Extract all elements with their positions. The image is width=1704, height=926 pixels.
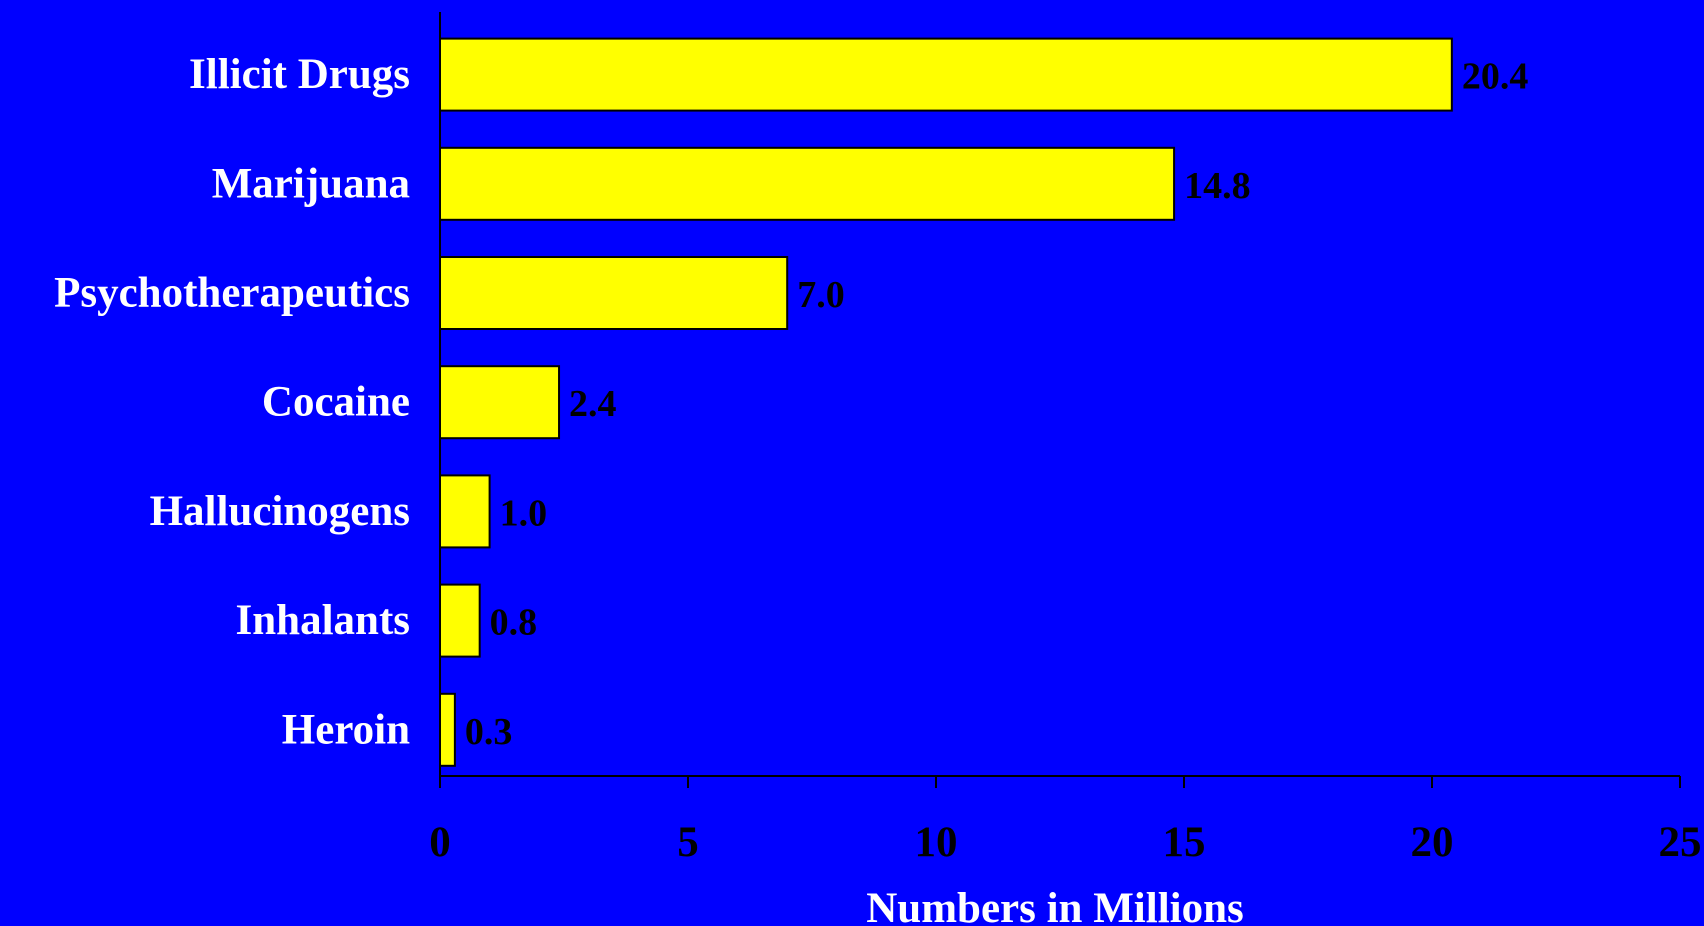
bar-hallucinogens [439,474,491,549]
category-label-inhalants: Inhalants [236,597,410,644]
x-tick-label-10: 10 [915,819,958,866]
category-label-illicit-drugs: Illicit Drugs [189,51,410,98]
value-label-cocaine: 2.4 [569,383,617,425]
bar-psychotherapeutics [439,256,789,330]
value-label-psychotherapeutics: 7.0 [797,274,845,316]
bars-layer [439,37,1453,767]
value-label-heroin: 0.3 [465,711,513,753]
category-label-psychotherapeutics: Psychotherapeutics [54,270,410,317]
bar-inhalants [439,583,481,658]
value-label-marijuana: 14.8 [1184,165,1251,207]
x-tick-label-25: 25 [1659,819,1702,866]
x-axis-title: Numbers in Millions [866,885,1244,926]
bar-heroin [439,692,456,767]
value-label-hallucinogens: 1.0 [500,492,547,534]
category-label-marijuana: Marijuana [212,160,410,207]
category-label-cocaine: Cocaine [262,379,410,426]
category-label-hallucinogens: Hallucinogens [150,488,410,535]
labels-layer: Illicit Drugs 20.4 Marijuana 14.8 Psychother… [54,51,1528,753]
bar-marijuana [439,146,1176,221]
bar-illicit-drugs [439,37,1453,112]
bar-cocaine [439,365,561,440]
axis-layer: 0 5 10 15 20 25 [429,12,1702,866]
x-tick-label-5: 5 [677,819,699,866]
value-label-illicit-drugs: 20.4 [1462,56,1529,98]
x-tick-label-20: 20 [1411,819,1454,866]
category-label-heroin: Heroin [282,706,410,753]
value-label-inhalants: 0.8 [490,602,538,644]
x-tick-label-15: 15 [1163,819,1206,866]
x-tick-label-0: 0 [429,819,451,866]
